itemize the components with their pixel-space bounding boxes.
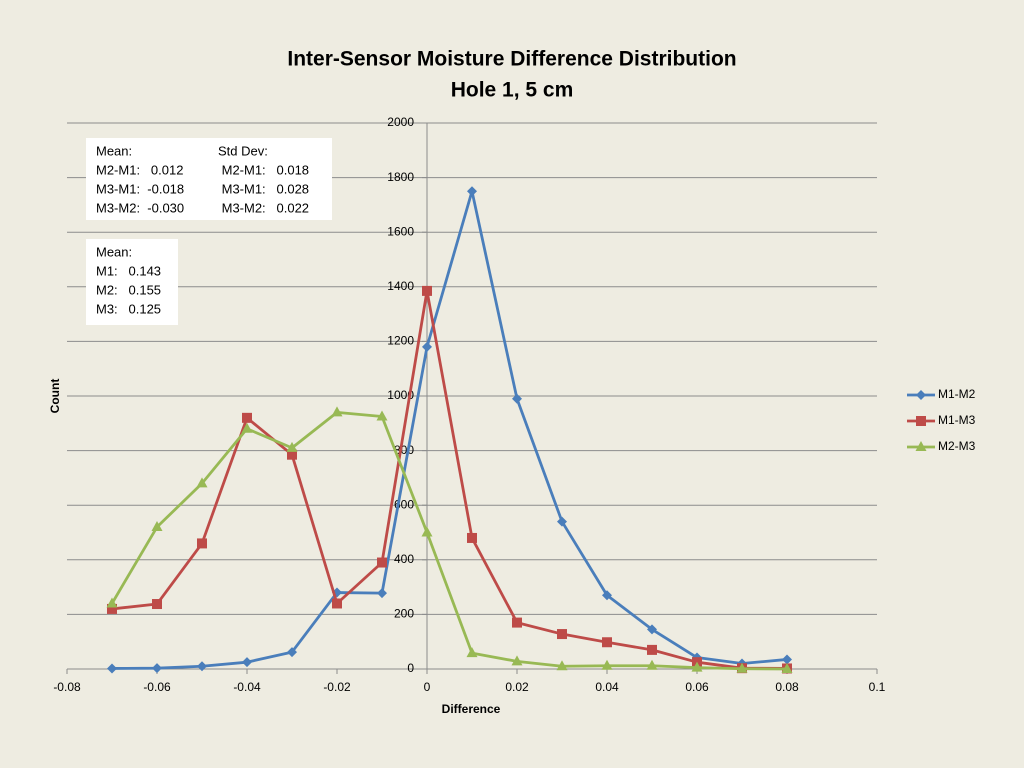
- annotation-text: Std Dev:: [218, 143, 268, 158]
- series-line: [110, 410, 788, 671]
- annotation-box: [86, 138, 332, 220]
- marker: [151, 521, 163, 532]
- marker: [782, 654, 792, 665]
- marker: [602, 637, 612, 648]
- annotation-text: Mean:: [96, 244, 132, 259]
- marker: [197, 661, 207, 672]
- marker: [287, 647, 297, 658]
- annotation-box: [86, 239, 178, 325]
- x-tick-label: 0.04: [595, 680, 619, 694]
- marker: [557, 516, 567, 527]
- marker: [601, 659, 613, 670]
- y-tick-label: 1600: [387, 224, 414, 238]
- marker: [241, 422, 253, 433]
- marker: [242, 412, 252, 423]
- annotation-text: Mean:: [96, 143, 132, 158]
- marker: [421, 526, 433, 537]
- legend-label: M1-M2: [938, 387, 976, 401]
- x-tick-label: 0.02: [505, 680, 529, 694]
- marker: [512, 617, 522, 628]
- marker: [287, 449, 297, 460]
- legend-label: M2-M3: [938, 439, 976, 453]
- marker: [781, 663, 793, 673]
- y-tick-label: 400: [394, 552, 414, 566]
- annotation-text: M2-M1: 0.018: [218, 162, 309, 177]
- marker: [376, 410, 388, 421]
- chart-subtitle: Hole 1, 5 cm: [451, 79, 574, 102]
- y-tick-label: 0: [407, 661, 414, 675]
- marker: [647, 644, 657, 655]
- marker: [736, 662, 748, 673]
- x-tick-label: 0.1: [869, 680, 886, 694]
- series-line: [111, 289, 788, 670]
- annotation-text: M3-M2: -0.030: [96, 200, 184, 215]
- marker: [107, 663, 117, 674]
- annotation-text: M2-M1: 0.012: [96, 162, 183, 177]
- annotation-text: M1: 0.143: [96, 263, 161, 278]
- x-tick-label: -0.02: [323, 680, 351, 694]
- annotation-text: M3-M2: 0.022: [218, 200, 309, 215]
- y-tick-label: 1800: [387, 170, 414, 184]
- marker: [242, 657, 252, 668]
- x-tick-label: 0.08: [775, 680, 799, 694]
- x-tick-label: -0.04: [233, 680, 261, 694]
- marker: [332, 598, 342, 609]
- x-axis-label: Difference: [442, 702, 501, 716]
- marker: [331, 406, 343, 417]
- marker: [152, 663, 162, 674]
- x-tick-label: 0: [424, 680, 431, 694]
- marker: [467, 186, 477, 197]
- marker: [512, 393, 522, 404]
- series-line: [111, 189, 788, 670]
- marker: [286, 441, 298, 452]
- y-tick-label: 200: [394, 607, 414, 621]
- marker: [196, 477, 208, 488]
- x-tick-label: 0.06: [685, 680, 709, 694]
- marker: [467, 532, 477, 543]
- annotation-text: M3-M1: -0.018: [96, 181, 184, 196]
- x-tick-label: -0.08: [53, 680, 81, 694]
- marker: [422, 285, 432, 296]
- marker: [557, 629, 567, 640]
- annotation-text: M3-M1: 0.028: [218, 181, 309, 196]
- marker: [556, 660, 568, 671]
- marker: [691, 661, 703, 672]
- marker: [377, 557, 387, 568]
- marker: [916, 416, 926, 426]
- marker: [916, 390, 926, 400]
- marker: [197, 538, 207, 549]
- y-axis-label: Count: [48, 379, 62, 414]
- marker: [377, 588, 387, 599]
- marker: [106, 597, 118, 608]
- marker: [422, 341, 432, 352]
- y-tick-label: 2000: [387, 115, 414, 129]
- annotation-text: M3: 0.125: [96, 301, 161, 316]
- marker: [646, 659, 658, 670]
- marker: [152, 599, 162, 610]
- y-tick-label: 1000: [387, 388, 414, 402]
- x-tick-label: -0.06: [143, 680, 171, 694]
- y-tick-label: 1400: [387, 279, 414, 293]
- marker: [915, 441, 927, 451]
- marker: [602, 590, 612, 601]
- marker: [647, 624, 657, 635]
- marker: [466, 647, 478, 658]
- legend-label: M1-M3: [938, 413, 976, 427]
- chart-title: Inter-Sensor Moisture Difference Distrib…: [287, 48, 736, 71]
- y-tick-label: 1200: [387, 334, 414, 348]
- annotation-text: M2: 0.155: [96, 282, 161, 297]
- marker: [511, 655, 523, 666]
